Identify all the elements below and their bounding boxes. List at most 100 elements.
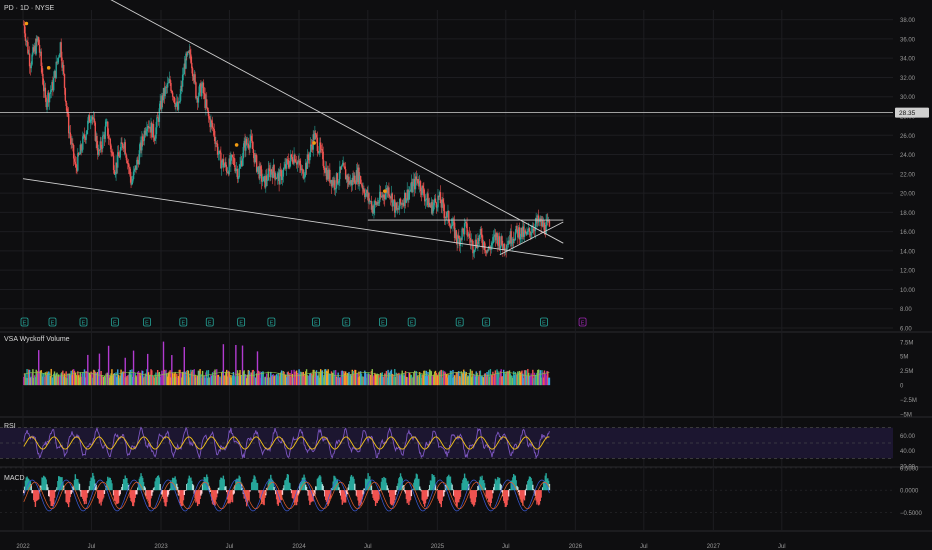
volume-bar: [378, 375, 380, 386]
volume-bar: [350, 375, 353, 386]
macd-histogram-bar: [217, 487, 220, 491]
volume-bar: [439, 370, 442, 386]
candle-body: [400, 203, 403, 205]
candle-body: [106, 121, 108, 123]
volume-bar: [239, 370, 241, 386]
volume-bar: [381, 372, 383, 386]
candle-body: [254, 154, 256, 163]
macd-histogram-bar: [178, 490, 180, 496]
dividend-marker: [24, 21, 29, 26]
candle-body: [58, 54, 61, 58]
candle-body: [303, 176, 305, 179]
candle-body: [246, 143, 249, 145]
candle-body: [516, 225, 518, 230]
volume-bar: [368, 373, 370, 386]
macd-histogram-bar: [307, 490, 309, 496]
macd-histogram-bar: [275, 490, 278, 500]
volume-bar: [113, 373, 116, 386]
macd-histogram-bar: [539, 490, 541, 502]
volume-bar: [305, 371, 307, 386]
volume-bar: [423, 370, 426, 386]
volume-bar: [510, 375, 512, 386]
candle-body: [436, 207, 438, 209]
volume-bar: [161, 370, 163, 386]
macd-histogram-bar: [123, 479, 126, 491]
macd-histogram-bar: [162, 490, 165, 499]
macd-histogram-bar: [270, 474, 272, 491]
volume-bar: [196, 375, 199, 386]
macd-histogram-bar: [473, 490, 475, 507]
volume-bar: [229, 377, 231, 386]
candle-body: [192, 76, 195, 81]
earnings-badge: [143, 317, 151, 327]
volume-bar: [438, 371, 441, 386]
candle-body: [194, 74, 196, 83]
candle-body: [474, 239, 477, 250]
volume-bar: [514, 372, 517, 386]
candle-body: [292, 162, 294, 164]
macd-histogram-bar: [164, 490, 166, 506]
candle-body: [161, 95, 164, 101]
volume-bar: [466, 375, 468, 386]
macd-histogram-bar: [122, 479, 125, 491]
candle-body: [163, 87, 166, 97]
candle-body: [274, 172, 276, 180]
volume-bar: [72, 369, 74, 386]
macd-histogram-bar: [386, 485, 388, 491]
volume-bar: [490, 374, 492, 386]
volume-bar: [258, 371, 260, 386]
candle-body: [162, 87, 165, 101]
earnings-badge-label: E: [458, 321, 462, 327]
candle-body: [465, 221, 467, 224]
candle-body: [270, 169, 273, 172]
macd-histogram-bar: [101, 490, 103, 502]
candle-body: [475, 239, 477, 247]
macd-histogram-bar: [488, 490, 491, 503]
candle-body: [386, 188, 388, 194]
volume-bar: [23, 376, 25, 386]
candle-body: [280, 170, 282, 171]
macd-histogram-bar: [476, 490, 478, 491]
volume-bar: [438, 372, 440, 386]
candle-body: [136, 159, 138, 170]
earnings-badge-label: E: [51, 321, 55, 327]
volume-bar: [207, 370, 210, 386]
candle-body: [240, 160, 242, 165]
volume-bar: [422, 375, 424, 386]
candle-body: [77, 153, 80, 155]
volume-axis-tick: 7.5M: [900, 340, 913, 346]
dividend-marker: [234, 143, 239, 147]
volume-bar: [25, 377, 27, 386]
macd-histogram-bar: [406, 490, 408, 504]
candle-body: [329, 180, 332, 183]
volume-bar: [172, 377, 175, 386]
volume-bar: [191, 369, 194, 386]
candle-body: [379, 191, 382, 198]
macd-histogram-bar: [64, 490, 67, 494]
macd-histogram-bar: [441, 490, 443, 501]
macd-histogram-bar: [90, 477, 92, 491]
candle-body: [34, 45, 37, 54]
macd-histogram-bar: [331, 488, 334, 491]
candle-body: [448, 222, 451, 226]
volume-bar: [321, 370, 324, 386]
volume-bar: [431, 375, 433, 386]
macd-histogram-bar: [346, 490, 349, 495]
volume-bar: [290, 376, 292, 386]
volume-bar: [502, 369, 505, 386]
volume-bar: [107, 345, 110, 386]
candle-body: [470, 240, 472, 243]
candle-body: [137, 160, 140, 165]
volume-bar: [168, 371, 171, 386]
volume-bar: [371, 369, 373, 386]
candle-body: [390, 193, 393, 199]
macd-line: [23, 479, 550, 512]
candle-body: [270, 169, 272, 178]
candle-body: [528, 228, 531, 232]
macd-histogram-bar: [505, 490, 507, 507]
candle-body: [523, 230, 526, 237]
volume-bar: [415, 371, 418, 386]
macd-histogram-bar: [340, 490, 343, 500]
candle-body: [32, 47, 34, 55]
